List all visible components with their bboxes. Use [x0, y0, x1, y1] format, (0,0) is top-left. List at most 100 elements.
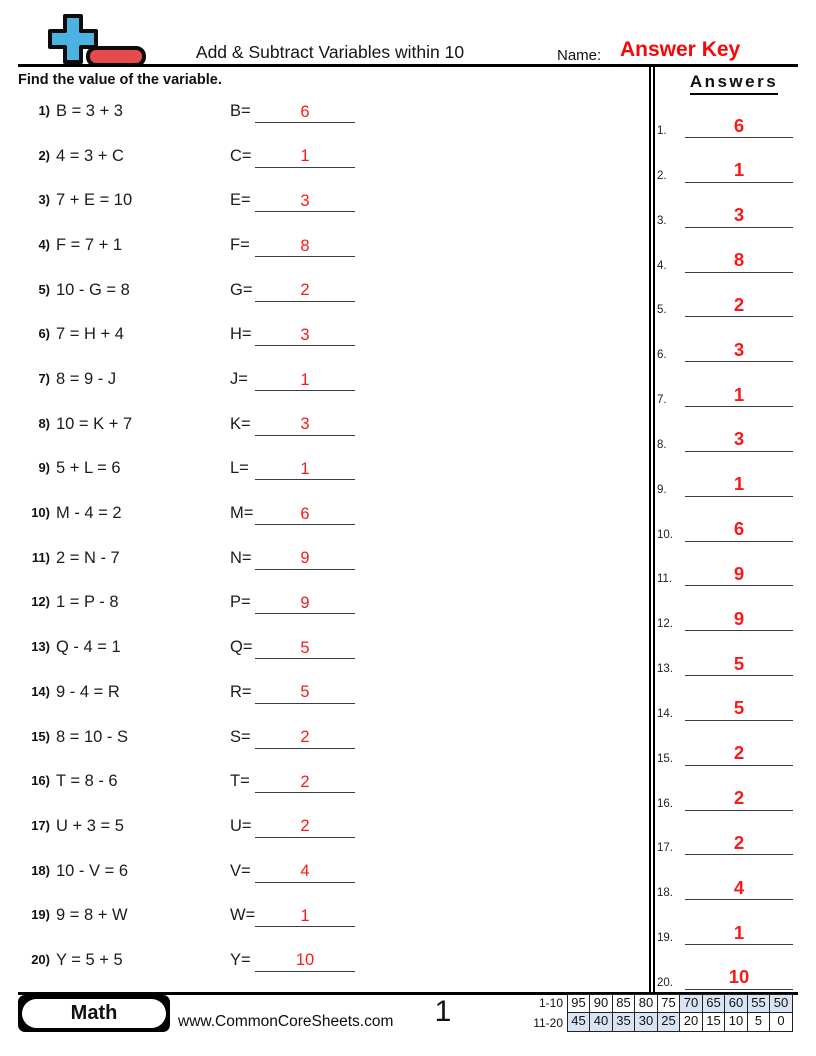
problem-row: 16) T = 8 - 6 T= 2 [0, 770, 640, 797]
problem-row: 1) B = 3 + 3 B= 6 [0, 100, 640, 127]
problem-row: 7) 8 = 9 - J J= 1 [0, 368, 640, 395]
variable-label: S= [230, 727, 251, 746]
answer-blank: 8 [255, 233, 355, 258]
grade-cell: 50 [769, 994, 793, 1014]
variable-label: J= [230, 370, 248, 389]
answers-list-item: 3. 3 [650, 198, 798, 228]
answer-number: 7. [657, 394, 667, 407]
answer-line: 3 [685, 332, 793, 363]
answer-blank: 6 [255, 501, 355, 526]
answer-value: 9 [733, 562, 745, 584]
grade-cell: 60 [724, 994, 748, 1014]
answer-value: 10 [728, 966, 750, 988]
problem-number: 5) [38, 281, 50, 297]
variable-label: Q= [230, 638, 253, 657]
problem-row: 18) 10 - V = 6 V= 4 [0, 860, 640, 887]
page-number: 1 [434, 995, 452, 1028]
answer-value: 9 [733, 607, 745, 629]
answer-value: 3 [300, 191, 310, 210]
answer-value: 2 [300, 817, 310, 836]
answer-blank: 3 [255, 188, 355, 213]
problem-equation: 8 = 9 - J [56, 370, 117, 389]
problem-equation: 10 - V = 6 [56, 861, 129, 880]
answer-value: 1 [733, 921, 745, 943]
variable-label: W= [230, 906, 256, 925]
grade-cell: 45 [566, 1012, 591, 1032]
answers-list-item: 1. 6 [650, 108, 798, 138]
answer-value: 5 [300, 638, 310, 657]
answer-value: 3 [300, 325, 310, 344]
answer-value: 2 [733, 293, 745, 315]
answer-value: 6 [733, 114, 745, 136]
grade-cell: 85 [611, 994, 636, 1014]
answer-line: 5 [685, 646, 793, 677]
answer-value: 1 [733, 383, 745, 405]
problem-number: 20) [31, 951, 50, 967]
answer-line: 6 [685, 108, 793, 138]
problem-number: 2) [38, 147, 50, 163]
answer-number: 18. [657, 887, 673, 900]
problem-equation: 5 + L = 6 [56, 459, 121, 478]
problem-row: 12) 1 = P - 8 P= 9 [0, 591, 640, 618]
grade-range-label: 1-10 [538, 996, 563, 1010]
problem-equation: 10 = K + 7 [56, 414, 133, 433]
answers-list-item: 16. 2 [650, 781, 798, 811]
answer-value: 10 [295, 951, 315, 970]
answer-line: 3 [685, 198, 793, 228]
answer-blank: 6 [255, 99, 355, 123]
answer-number: 15. [657, 752, 673, 765]
answer-value: 2 [300, 728, 310, 747]
variable-label: P= [230, 593, 251, 612]
problem-number: 18) [31, 862, 50, 878]
answer-value: 1 [300, 370, 310, 389]
grade-cell: 90 [589, 994, 613, 1014]
answers-list-item: 15. 2 [650, 736, 798, 766]
answer-number: 1. [657, 125, 667, 137]
problem-equation: 2 = N - 7 [56, 548, 120, 567]
answers-list-item: 17. 2 [650, 825, 798, 856]
answer-number: 2. [657, 169, 667, 182]
variable-label: M= [230, 504, 254, 523]
answer-blank: 2 [255, 814, 355, 838]
problem-equation: 7 + E = 10 [56, 191, 133, 210]
answer-number: 4. [657, 259, 667, 272]
problem-row: 14) 9 - 4 = R R= 5 [0, 681, 640, 708]
answer-line: 1 [685, 467, 793, 497]
problem-number: 6) [38, 326, 50, 342]
answer-value: 8 [300, 236, 310, 255]
answer-number: 10. [657, 528, 673, 541]
problem-number: 16) [31, 773, 50, 789]
answer-value: 3 [733, 428, 745, 450]
answer-value: 2 [733, 787, 745, 809]
variable-label: C= [230, 146, 252, 165]
answer-number: 19. [657, 932, 673, 945]
answers-list-item: 5. 2 [650, 287, 798, 318]
answer-number: 13. [657, 663, 673, 676]
problem-equation: 8 = 10 - S [56, 727, 129, 746]
answer-line: 1 [685, 153, 793, 183]
answer-value: 6 [733, 518, 745, 540]
problem-row: 4) F = 7 + 1 F= 8 [0, 234, 640, 261]
problem-row: 2) 4 = 3 + C C= 1 [0, 145, 640, 172]
answers-list-item: 8. 3 [650, 422, 798, 452]
answer-blank: 1 [255, 367, 355, 392]
answers-list-item: 14. 5 [650, 691, 798, 721]
problem-equation: B = 3 + 3 [56, 102, 123, 120]
answer-blank: 5 [255, 680, 355, 704]
grade-cell: 65 [701, 994, 726, 1014]
answer-blank: 4 [255, 859, 355, 883]
problem-row: 3) 7 + E = 10 E= 3 [0, 189, 640, 216]
problem-equation: 9 - 4 = R [56, 682, 120, 701]
problem-equation: 4 = 3 + C [56, 146, 124, 165]
problem-row: 5) 10 - G = 8 G= 2 [0, 279, 640, 306]
answers-column-title-text: Answers [689, 72, 779, 95]
answer-value: 4 [733, 876, 745, 898]
problem-equation: 10 - G = 8 [56, 280, 130, 299]
name-label: Name: [557, 47, 602, 64]
grading-table: 1-10 95 90 85 80 75 70 65 60 55 50 11-20 45 40 35 30 25 2… [524, 994, 793, 1033]
problem-equation: 7 = H + 4 [56, 325, 124, 344]
answers-list-item: 2. 1 [650, 153, 798, 183]
problem-equation: Y = 5 + 5 [56, 950, 123, 969]
answer-line: 3 [685, 422, 793, 452]
answers-list-item: 19. 1 [650, 915, 798, 946]
